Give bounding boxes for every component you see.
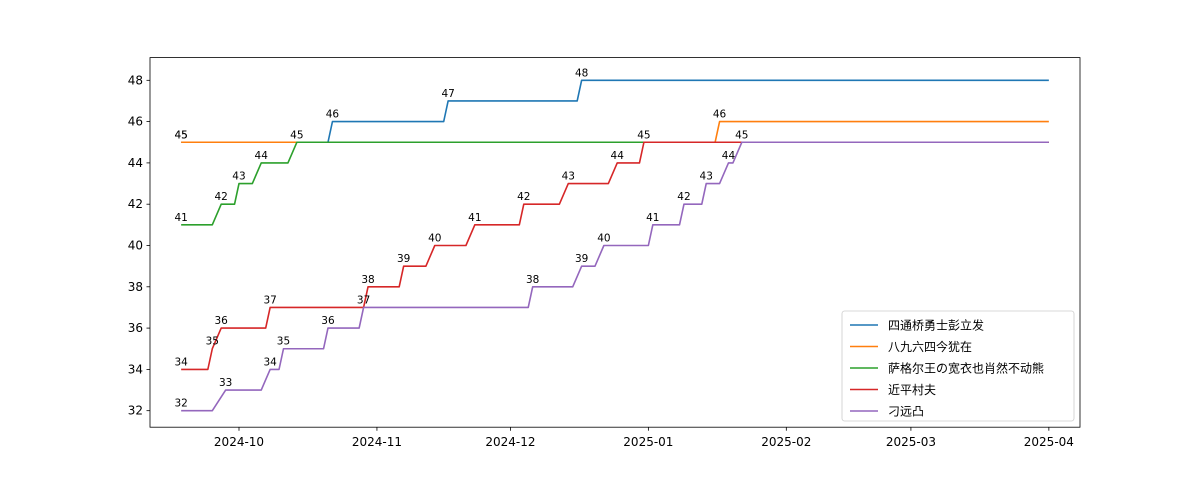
data-label: 37	[263, 294, 276, 306]
data-label: 34	[174, 356, 188, 368]
y-tick-label: 42	[128, 197, 143, 211]
y-tick-label: 48	[128, 73, 143, 87]
data-label: 43	[700, 171, 713, 183]
data-label: 37	[357, 294, 370, 306]
data-label: 43	[562, 171, 575, 183]
legend-entry: 刁远凸	[888, 405, 924, 419]
x-tick-label: 2025-04	[1024, 435, 1074, 449]
data-label: 44	[611, 150, 625, 162]
data-label: 41	[468, 212, 481, 224]
data-label: 33	[219, 377, 232, 389]
legend-entry: 八九六四今犹在	[888, 339, 972, 354]
data-label: 38	[361, 274, 374, 286]
data-label: 34	[263, 356, 277, 368]
data-label: 47	[441, 88, 454, 100]
y-tick-label: 34	[128, 362, 143, 376]
data-label: 45	[290, 129, 303, 141]
y-tick-label: 32	[128, 404, 143, 418]
x-tick-label: 2024-10	[214, 435, 264, 449]
data-label: 43	[232, 171, 245, 183]
legend-entry: 萨格尔王の宽衣也肖然不动熊	[888, 361, 1044, 376]
x-tick-label: 2025-03	[886, 435, 936, 449]
data-label: 45	[735, 129, 748, 141]
data-label: 44	[255, 150, 269, 162]
data-label: 42	[677, 191, 690, 203]
y-tick-label: 40	[128, 238, 143, 252]
x-tick-label: 2024-12	[485, 435, 535, 449]
y-tick-label: 44	[128, 156, 143, 170]
series-line-2	[181, 141, 1049, 226]
x-tick-label: 2025-02	[761, 435, 811, 449]
data-label: 36	[321, 315, 335, 327]
data-label: 42	[517, 191, 530, 203]
data-label: 45	[174, 129, 187, 141]
data-label: 41	[646, 212, 659, 224]
data-label: 45	[637, 129, 650, 141]
data-label: 40	[597, 232, 610, 244]
legend-entry: 近平村夫	[888, 383, 936, 397]
data-label: 35	[277, 336, 290, 348]
data-label: 42	[215, 191, 228, 203]
data-label: 46	[326, 109, 340, 121]
y-tick-label: 36	[128, 321, 143, 335]
plot-frame	[149, 57, 1081, 428]
x-tick-label: 2025-01	[623, 435, 673, 449]
x-tick-label: 2024-11	[352, 435, 402, 449]
series-line-3	[181, 141, 1049, 371]
data-label: 36	[215, 315, 229, 327]
data-label: 48	[575, 67, 588, 79]
data-label: 40	[428, 232, 441, 244]
series-line-4	[181, 141, 1049, 412]
data-label: 39	[397, 253, 410, 265]
y-tick-label: 38	[128, 280, 143, 294]
data-label: 44	[722, 150, 736, 162]
data-label: 45	[174, 129, 187, 141]
data-label: 39	[575, 253, 588, 265]
data-label: 46	[713, 109, 727, 121]
data-label: 41	[174, 212, 187, 224]
series-line-0	[181, 79, 1049, 144]
series-line-1	[181, 120, 1049, 144]
data-label: 32	[174, 398, 187, 410]
y-tick-label: 46	[128, 115, 143, 129]
legend-box	[841, 310, 1075, 422]
legend-entry: 四通桥勇士彭立发	[888, 318, 984, 333]
data-label: 38	[526, 274, 539, 286]
data-label: 35	[206, 336, 219, 348]
